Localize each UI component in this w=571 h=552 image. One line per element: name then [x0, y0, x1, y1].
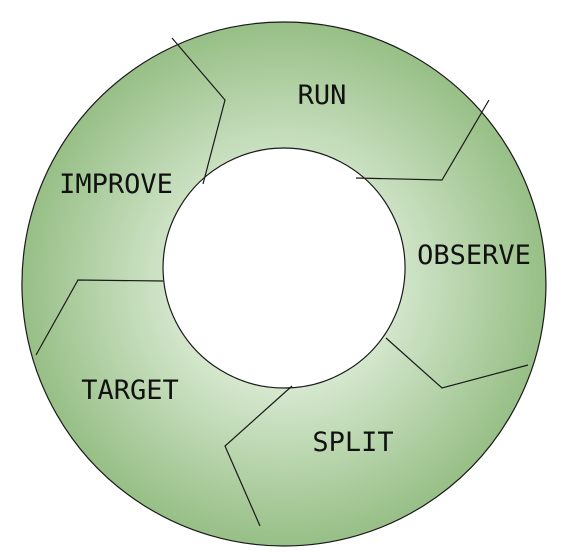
stage-label-split: SPLIT	[312, 427, 393, 458]
stage-label-observe: OBSERVE	[417, 240, 531, 271]
divider-split-target	[224, 385, 293, 527]
divider-target-improve	[35, 279, 164, 356]
stage-label-run: RUN	[298, 80, 347, 111]
cycle-ring	[21, 21, 547, 547]
divider-observe-split	[385, 337, 529, 389]
stage-label-improve: IMPROVE	[59, 169, 173, 200]
stage-label-target: TARGET	[81, 375, 179, 406]
divider-run-observe	[355, 99, 490, 181]
divider-improve-run	[171, 37, 226, 185]
